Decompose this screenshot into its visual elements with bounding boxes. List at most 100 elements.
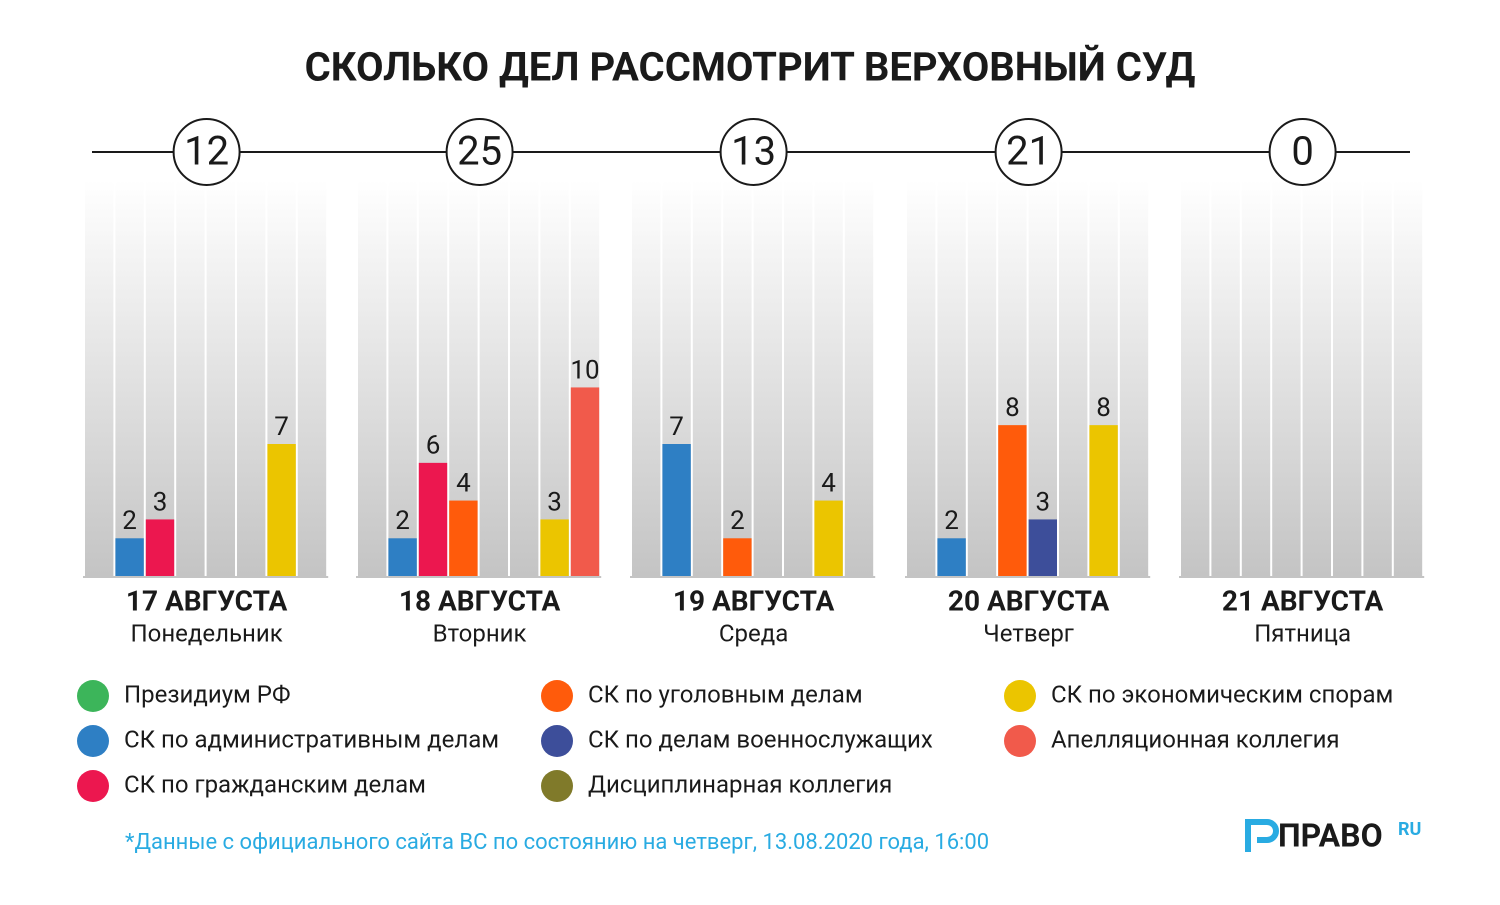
data-label: 6: [426, 431, 441, 461]
date-label: 20 АВГУСТА: [948, 584, 1110, 617]
weekday-label: Вторник: [433, 619, 527, 647]
data-label: 7: [669, 412, 684, 442]
total-label: 25: [457, 128, 502, 175]
column-background: [85, 180, 114, 576]
total-circle: [1268, 118, 1337, 186]
legend-label: СК по уголовным делам: [588, 680, 863, 708]
bar: [418, 462, 448, 576]
legend-marker: [541, 770, 573, 802]
data-label: 10: [570, 355, 599, 385]
legend-label: СК по административным делам: [124, 725, 499, 753]
total-circle: [172, 118, 241, 186]
data-label: 3: [1035, 487, 1050, 517]
column-background: [1211, 180, 1240, 576]
legend-label: СК по гражданским делам: [124, 770, 426, 798]
column-background: [206, 180, 235, 576]
bar: [814, 500, 843, 576]
data-label: 8: [1096, 393, 1111, 423]
data-label: 4: [456, 468, 471, 498]
bar: [1089, 425, 1118, 576]
date-label: 21 АВГУСТА: [1222, 584, 1384, 617]
data-label: 4: [821, 468, 836, 498]
bar: [115, 538, 144, 576]
data-label: 2: [944, 506, 959, 536]
legend-label: Президиум РФ: [124, 680, 290, 708]
total-label: 21: [1006, 128, 1051, 175]
column-background: [115, 180, 144, 576]
legend-marker: [541, 725, 573, 757]
weekday-label: Четверг: [983, 619, 1074, 647]
column-background: [510, 180, 539, 576]
column-background: [1241, 180, 1271, 576]
footnote: *Данные с официального сайта ВС по состо…: [125, 830, 989, 855]
baseline: [630, 576, 876, 578]
date-label: 17 АВГУСТА: [126, 584, 288, 617]
column-background: [540, 180, 569, 576]
column-background: [358, 180, 387, 576]
legend-label: СК по экономическим спорам: [1051, 680, 1393, 708]
bar: [267, 444, 296, 576]
column-background: [937, 180, 966, 576]
logo-suffix: RU: [1398, 819, 1421, 840]
total-circle: [719, 118, 788, 186]
legend-marker: [77, 725, 109, 757]
column-background: [844, 180, 874, 576]
column-background: [1333, 180, 1362, 576]
column-background: [1059, 180, 1088, 576]
column-background: [632, 180, 661, 576]
data-label: 3: [153, 487, 168, 517]
data-label: 2: [122, 506, 137, 536]
bar: [570, 387, 600, 576]
bar: [723, 538, 752, 576]
column-background: [1181, 180, 1210, 576]
data-label: 3: [547, 487, 562, 517]
data-label: 7: [274, 412, 289, 442]
column-background: [176, 180, 205, 576]
legend-label: Апелляционная коллегия: [1051, 725, 1340, 753]
legend-label: Дисциплинарная коллегия: [588, 770, 892, 798]
bar: [145, 519, 175, 576]
bar: [662, 444, 691, 576]
legend-marker: [77, 770, 109, 802]
logo-icon: [1245, 819, 1279, 843]
total-label: 0: [1291, 128, 1313, 175]
weekday-label: Понедельник: [131, 619, 283, 647]
column-background: [1393, 180, 1423, 576]
logo-text: ПРАВО: [1278, 816, 1383, 854]
data-label: 2: [395, 506, 410, 536]
logo-icon: [1245, 822, 1251, 852]
column-background: [388, 180, 417, 576]
baseline: [83, 576, 329, 578]
data-label: 2: [730, 506, 745, 536]
legend-marker: [1004, 680, 1036, 712]
legend-marker: [77, 680, 109, 712]
chart-title: СКОЛЬКО ДЕЛ РАССМОТРИТ ВЕРХОВНЫЙ СУД: [305, 44, 1196, 91]
bar: [998, 425, 1027, 576]
logo: ПРАВО RU: [1245, 816, 1421, 854]
weekday-label: Среда: [719, 619, 788, 647]
baseline: [356, 576, 602, 578]
legend-label: СК по делам военнослужащих: [588, 725, 933, 753]
column-background: [907, 180, 936, 576]
column-background: [145, 180, 175, 576]
column-background: [753, 180, 782, 576]
baseline: [905, 576, 1151, 578]
column-background: [1302, 180, 1331, 576]
legend-marker: [1004, 725, 1036, 757]
column-background: [692, 180, 722, 576]
bar: [449, 500, 478, 576]
column-background: [967, 180, 997, 576]
column-background: [479, 180, 508, 576]
date-label: 18 АВГУСТА: [399, 584, 561, 617]
date-label: 19 АВГУСТА: [673, 584, 835, 617]
column-background: [237, 180, 266, 576]
total-label: 12: [184, 128, 229, 175]
bar: [1028, 519, 1057, 576]
column-background: [1272, 180, 1301, 576]
total-label: 13: [731, 128, 776, 175]
bar: [540, 519, 569, 576]
total-circle: [994, 118, 1063, 186]
column-background: [784, 180, 813, 576]
bar: [937, 538, 966, 576]
